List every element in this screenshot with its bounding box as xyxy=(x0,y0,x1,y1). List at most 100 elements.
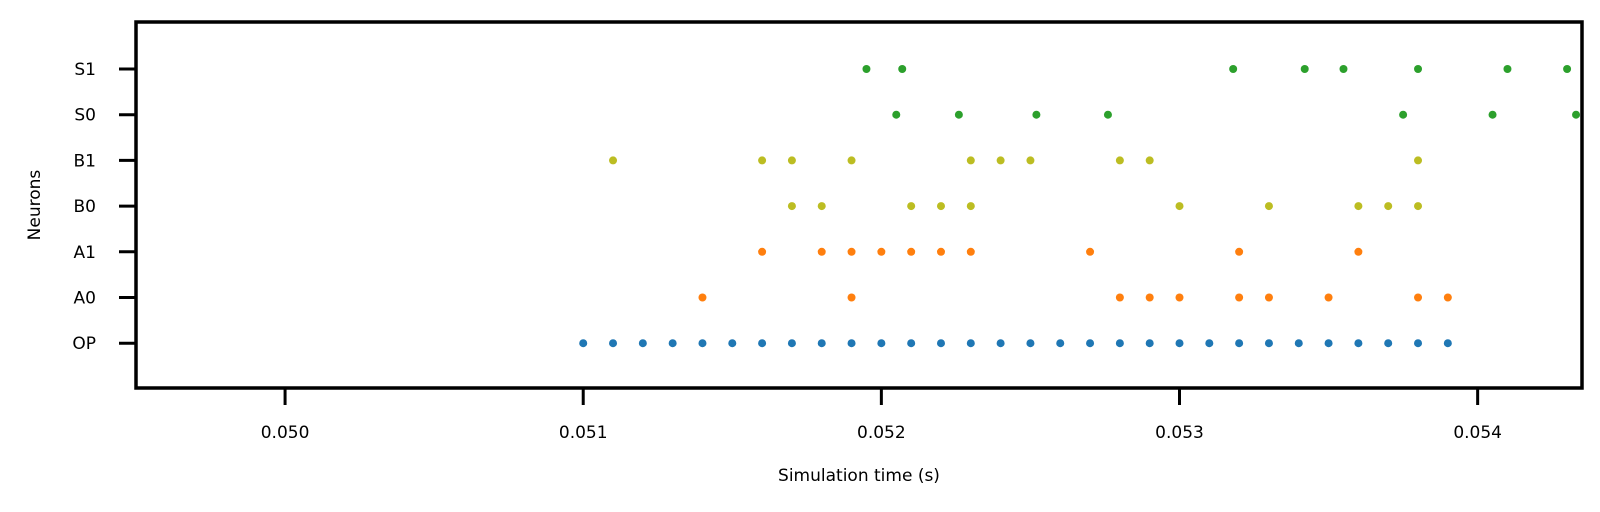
spike-point-a1 xyxy=(758,247,767,256)
spike-point-a0 xyxy=(847,293,856,302)
y-tick-label-a0: A0 xyxy=(74,289,96,309)
spike-point-s0 xyxy=(892,110,901,119)
spike-point-op xyxy=(817,339,826,348)
spike-point-op xyxy=(1264,339,1273,348)
spike-point-a1 xyxy=(1235,247,1244,256)
spike-point-a1 xyxy=(817,247,826,256)
spike-point-op xyxy=(1324,339,1333,348)
spike-point-b0 xyxy=(1384,202,1393,211)
spike-point-op xyxy=(1294,339,1303,348)
spike-point-op xyxy=(1384,339,1393,348)
spike-point-b0 xyxy=(817,202,826,211)
x-axis-title: Simulation time (s) xyxy=(778,466,940,486)
spike-point-op xyxy=(579,339,588,348)
spike-point-s0 xyxy=(1399,110,1408,119)
spike-point-b1 xyxy=(1414,156,1423,165)
spike-point-a0 xyxy=(1414,293,1423,302)
spike-point-op xyxy=(1354,339,1363,348)
spike-point-s1 xyxy=(1229,65,1238,73)
spike-point-op xyxy=(728,339,737,348)
spike-point-s1 xyxy=(1300,65,1309,73)
spike-point-b1 xyxy=(609,156,618,165)
spike-point-op xyxy=(1115,339,1124,348)
x-tick-label: 0.051 xyxy=(559,423,608,443)
spike-point-s1 xyxy=(862,65,871,73)
spike-point-b1 xyxy=(847,156,856,165)
spike-point-op xyxy=(698,339,707,348)
spike-point-b0 xyxy=(1175,202,1184,211)
spike-point-op xyxy=(1056,339,1065,348)
spike-point-a1 xyxy=(907,247,916,256)
spike-point-a1 xyxy=(1086,247,1095,256)
spike-point-op xyxy=(638,339,647,348)
spike-point-s0 xyxy=(1032,110,1041,119)
spike-point-a0 xyxy=(1443,293,1452,302)
spike-point-s1 xyxy=(1414,65,1423,73)
x-tick-label: 0.050 xyxy=(261,423,310,443)
spike-point-s0 xyxy=(1488,110,1497,119)
spike-point-op xyxy=(787,339,796,348)
spike-point-s0 xyxy=(954,110,963,119)
spike-point-op xyxy=(847,339,856,348)
spike-point-b0 xyxy=(1264,202,1273,211)
spike-point-op xyxy=(1175,339,1184,348)
x-tick-label: 0.052 xyxy=(857,423,906,443)
spike-point-b1 xyxy=(1115,156,1124,165)
spike-point-op xyxy=(1086,339,1095,348)
spike-point-op xyxy=(877,339,886,348)
spike-point-a0 xyxy=(1145,293,1154,302)
y-tick-label-op: OP xyxy=(72,334,96,354)
spike-point-b1 xyxy=(758,156,767,165)
spike-point-a0 xyxy=(1175,293,1184,302)
spike-point-b0 xyxy=(966,202,975,211)
spike-point-s1 xyxy=(898,65,907,73)
plot-frame xyxy=(134,20,1584,390)
spike-point-a1 xyxy=(877,247,886,256)
spike-point-op xyxy=(1145,339,1154,348)
spike-point-a0 xyxy=(1324,293,1333,302)
spike-point-op xyxy=(1414,339,1423,348)
x-axis-ticks: 0.050 0.051 0.052 0.053 0.054 xyxy=(261,388,1502,443)
spike-point-b1 xyxy=(996,156,1005,165)
spike-point-b0 xyxy=(1354,202,1363,211)
spike-point-op xyxy=(936,339,945,348)
x-tick-label: 0.054 xyxy=(1453,423,1502,443)
x-tick-label: 0.053 xyxy=(1155,423,1204,443)
spike-point-a1 xyxy=(966,247,975,256)
y-axis-ticks: OP A0 A1 B0 B1 S0 S1 xyxy=(72,60,136,354)
y-tick-label-a1: A1 xyxy=(74,243,96,263)
spike-point-op xyxy=(996,339,1005,348)
y-tick-label-s0: S0 xyxy=(74,106,96,126)
spike-point-op xyxy=(966,339,975,348)
spike-point-b0 xyxy=(936,202,945,211)
spike-point-a1 xyxy=(936,247,945,256)
spike-point-b1 xyxy=(1026,156,1035,165)
spike-point-b0 xyxy=(1414,202,1423,211)
spike-point-op xyxy=(758,339,767,348)
spike-point-op xyxy=(1205,339,1214,348)
spike-point-b1 xyxy=(966,156,975,165)
spike-point-op xyxy=(1235,339,1244,348)
spike-point-s1 xyxy=(1563,65,1572,73)
spike-point-op xyxy=(1443,339,1452,348)
spike-point-s0 xyxy=(1572,110,1581,119)
y-tick-label-b1: B1 xyxy=(74,151,96,171)
spike-point-a0 xyxy=(698,293,707,302)
spike-point-a1 xyxy=(1354,247,1363,256)
spike-point-s1 xyxy=(1503,65,1512,73)
spike-point-s1 xyxy=(1339,65,1348,73)
spike-point-op xyxy=(668,339,677,348)
spike-point-a0 xyxy=(1115,293,1124,302)
spike-point-s0 xyxy=(1103,110,1112,119)
spike-point-b1 xyxy=(787,156,796,165)
spike-points xyxy=(579,65,1581,348)
spike-point-b1 xyxy=(1145,156,1154,165)
spike-point-op xyxy=(907,339,916,348)
spike-point-a0 xyxy=(1235,293,1244,302)
spike-point-b0 xyxy=(787,202,796,211)
spike-point-a1 xyxy=(847,247,856,256)
spike-point-a0 xyxy=(1264,293,1273,302)
y-tick-label-b0: B0 xyxy=(74,197,96,217)
spike-point-b0 xyxy=(907,202,916,211)
